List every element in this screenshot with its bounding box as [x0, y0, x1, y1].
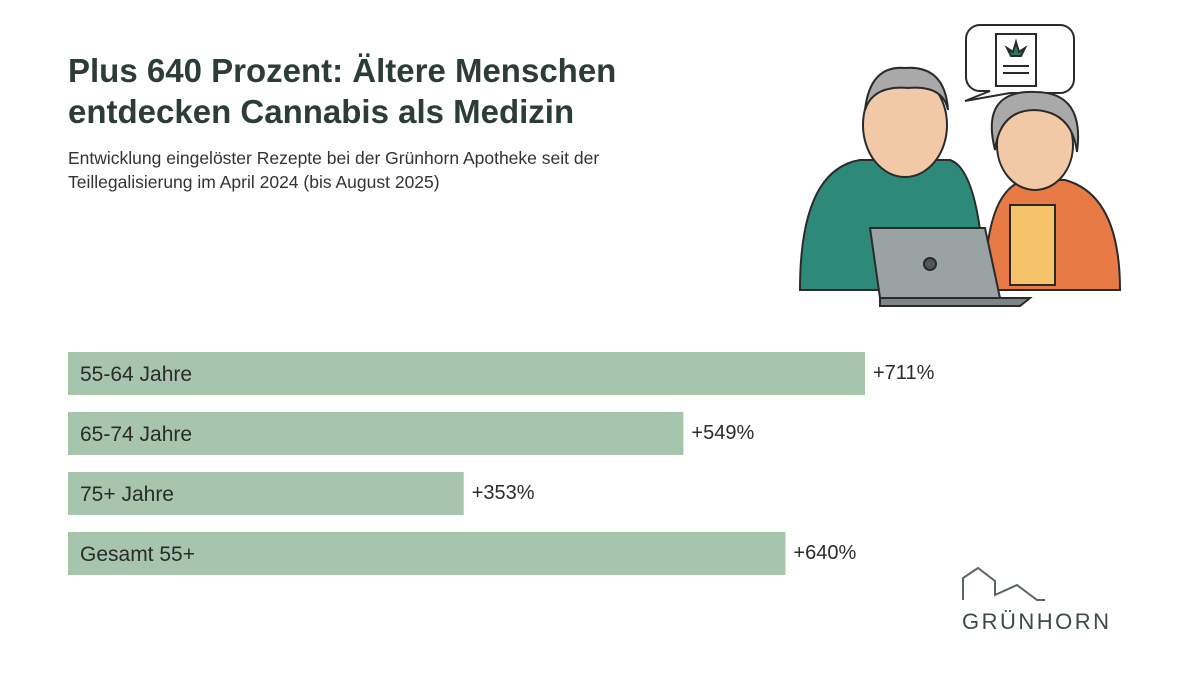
- bar: [68, 352, 865, 395]
- value-label: +711%: [873, 362, 935, 384]
- chart-title: Plus 640 Prozent: Ältere Menschen entdec…: [68, 52, 617, 130]
- category-label: 65-74 Jahre: [80, 423, 192, 446]
- value-label: +640%: [793, 542, 856, 564]
- leaf-icon: [1004, 38, 1028, 57]
- logo: GRÜNHORN: [962, 566, 1112, 634]
- man-hair: [864, 66, 949, 111]
- bar: [68, 412, 684, 455]
- bar: [68, 532, 786, 575]
- laptop-logo: [923, 257, 937, 271]
- woman-hair: [990, 90, 1080, 153]
- illustration: [798, 24, 1122, 307]
- category-label: 75+ Jahre: [80, 483, 174, 506]
- chart-subtitle: Entwicklung eingelöster Rezepte bei der …: [68, 148, 600, 192]
- category-label: Gesamt 55+: [80, 543, 195, 566]
- bar: [68, 472, 464, 515]
- category-label: 55-64 Jahre: [80, 363, 192, 386]
- logo-mark: [962, 566, 1045, 601]
- value-label: +549%: [691, 422, 754, 444]
- woman-shirt: [1009, 204, 1056, 286]
- laptop-base: [879, 297, 1033, 307]
- value-label: +353%: [472, 482, 535, 504]
- logo-text: GRÜNHORN: [962, 609, 1112, 634]
